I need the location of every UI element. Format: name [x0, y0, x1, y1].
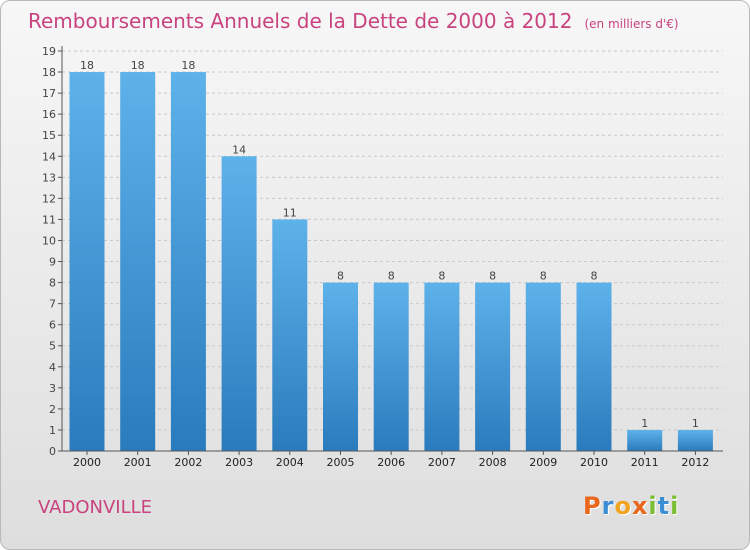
- x-tick-label: 2005: [327, 456, 355, 469]
- bar: [576, 282, 612, 451]
- y-tick-label: 7: [49, 298, 56, 311]
- bar: [525, 282, 561, 451]
- bar-value-label: 18: [80, 59, 94, 72]
- logo-letter: t: [657, 492, 671, 520]
- logo-letter: P: [583, 492, 602, 520]
- y-tick-label: 18: [42, 66, 56, 79]
- logo-letter: o: [614, 492, 632, 520]
- city-name: VADONVILLE: [38, 497, 153, 518]
- bar: [475, 282, 511, 451]
- bar-value-label: 8: [337, 270, 344, 283]
- y-tick-label: 6: [49, 319, 56, 332]
- bar-value-label: 8: [540, 270, 547, 283]
- y-tick-label: 15: [42, 129, 56, 142]
- bar-value-label: 8: [489, 270, 496, 283]
- x-tick-label: 2006: [377, 456, 405, 469]
- logo-letter: i: [648, 492, 658, 520]
- x-tick-label: 2003: [225, 456, 253, 469]
- y-tick-label: 4: [49, 361, 56, 374]
- y-tick-label: 0: [49, 445, 56, 458]
- x-tick-label: 2007: [428, 456, 456, 469]
- x-tick-label: 2012: [681, 456, 709, 469]
- bar-value-label: 18: [131, 59, 145, 72]
- x-tick-label: 2002: [174, 456, 202, 469]
- logo-letter: x: [631, 492, 649, 520]
- bar: [627, 429, 663, 451]
- bar-value-label: 8: [388, 270, 395, 283]
- x-tick-label: 2010: [580, 456, 608, 469]
- y-tick-label: 2: [49, 403, 56, 416]
- bar: [323, 282, 358, 451]
- bar-value-label: 8: [591, 270, 598, 283]
- y-tick-label: 5: [49, 340, 56, 353]
- x-tick-label: 2001: [124, 456, 152, 469]
- y-tick-label: 3: [49, 382, 56, 395]
- y-tick-label: 14: [42, 150, 56, 163]
- bar-value-label: 1: [641, 417, 648, 430]
- y-tick-label: 11: [42, 213, 56, 226]
- x-tick-label: 2011: [631, 456, 659, 469]
- y-tick-label: 8: [49, 277, 56, 290]
- bar-value-label: 18: [181, 59, 195, 72]
- x-tick-label: 2004: [276, 456, 304, 469]
- chart-title-text: Remboursements Annuels de la Dette de 20…: [28, 9, 573, 33]
- y-tick-label: 16: [42, 108, 56, 121]
- bar: [69, 72, 105, 451]
- bar: [120, 72, 156, 451]
- bar: [373, 282, 409, 451]
- y-tick-label: 19: [42, 45, 56, 58]
- bar: [677, 429, 713, 451]
- x-tick-label: 2009: [529, 456, 557, 469]
- bar-value-label: 8: [438, 270, 445, 283]
- chart-title: Remboursements Annuels de la Dette de 20…: [28, 9, 679, 33]
- proxiti-logo: Proxiti: [583, 492, 679, 520]
- y-tick-label: 10: [42, 234, 56, 247]
- y-tick-label: 17: [42, 87, 56, 100]
- logo-letter: r: [601, 492, 615, 520]
- y-tick-label: 9: [49, 256, 56, 269]
- y-tick-label: 1: [49, 424, 56, 437]
- y-tick-label: 13: [42, 171, 56, 184]
- x-tick-label: 2000: [73, 456, 101, 469]
- logo-letter: i: [670, 492, 680, 520]
- x-tick-label: 2008: [479, 456, 507, 469]
- bar-value-label: 14: [232, 143, 246, 156]
- bar: [272, 219, 308, 451]
- bar: [424, 282, 460, 451]
- chart-subtitle: (en milliers d'€): [584, 17, 679, 31]
- y-tick-label: 12: [42, 192, 56, 205]
- bar-value-label: 1: [692, 417, 699, 430]
- bar: [170, 72, 206, 451]
- bar: [221, 156, 257, 451]
- bar-value-label: 11: [283, 206, 297, 219]
